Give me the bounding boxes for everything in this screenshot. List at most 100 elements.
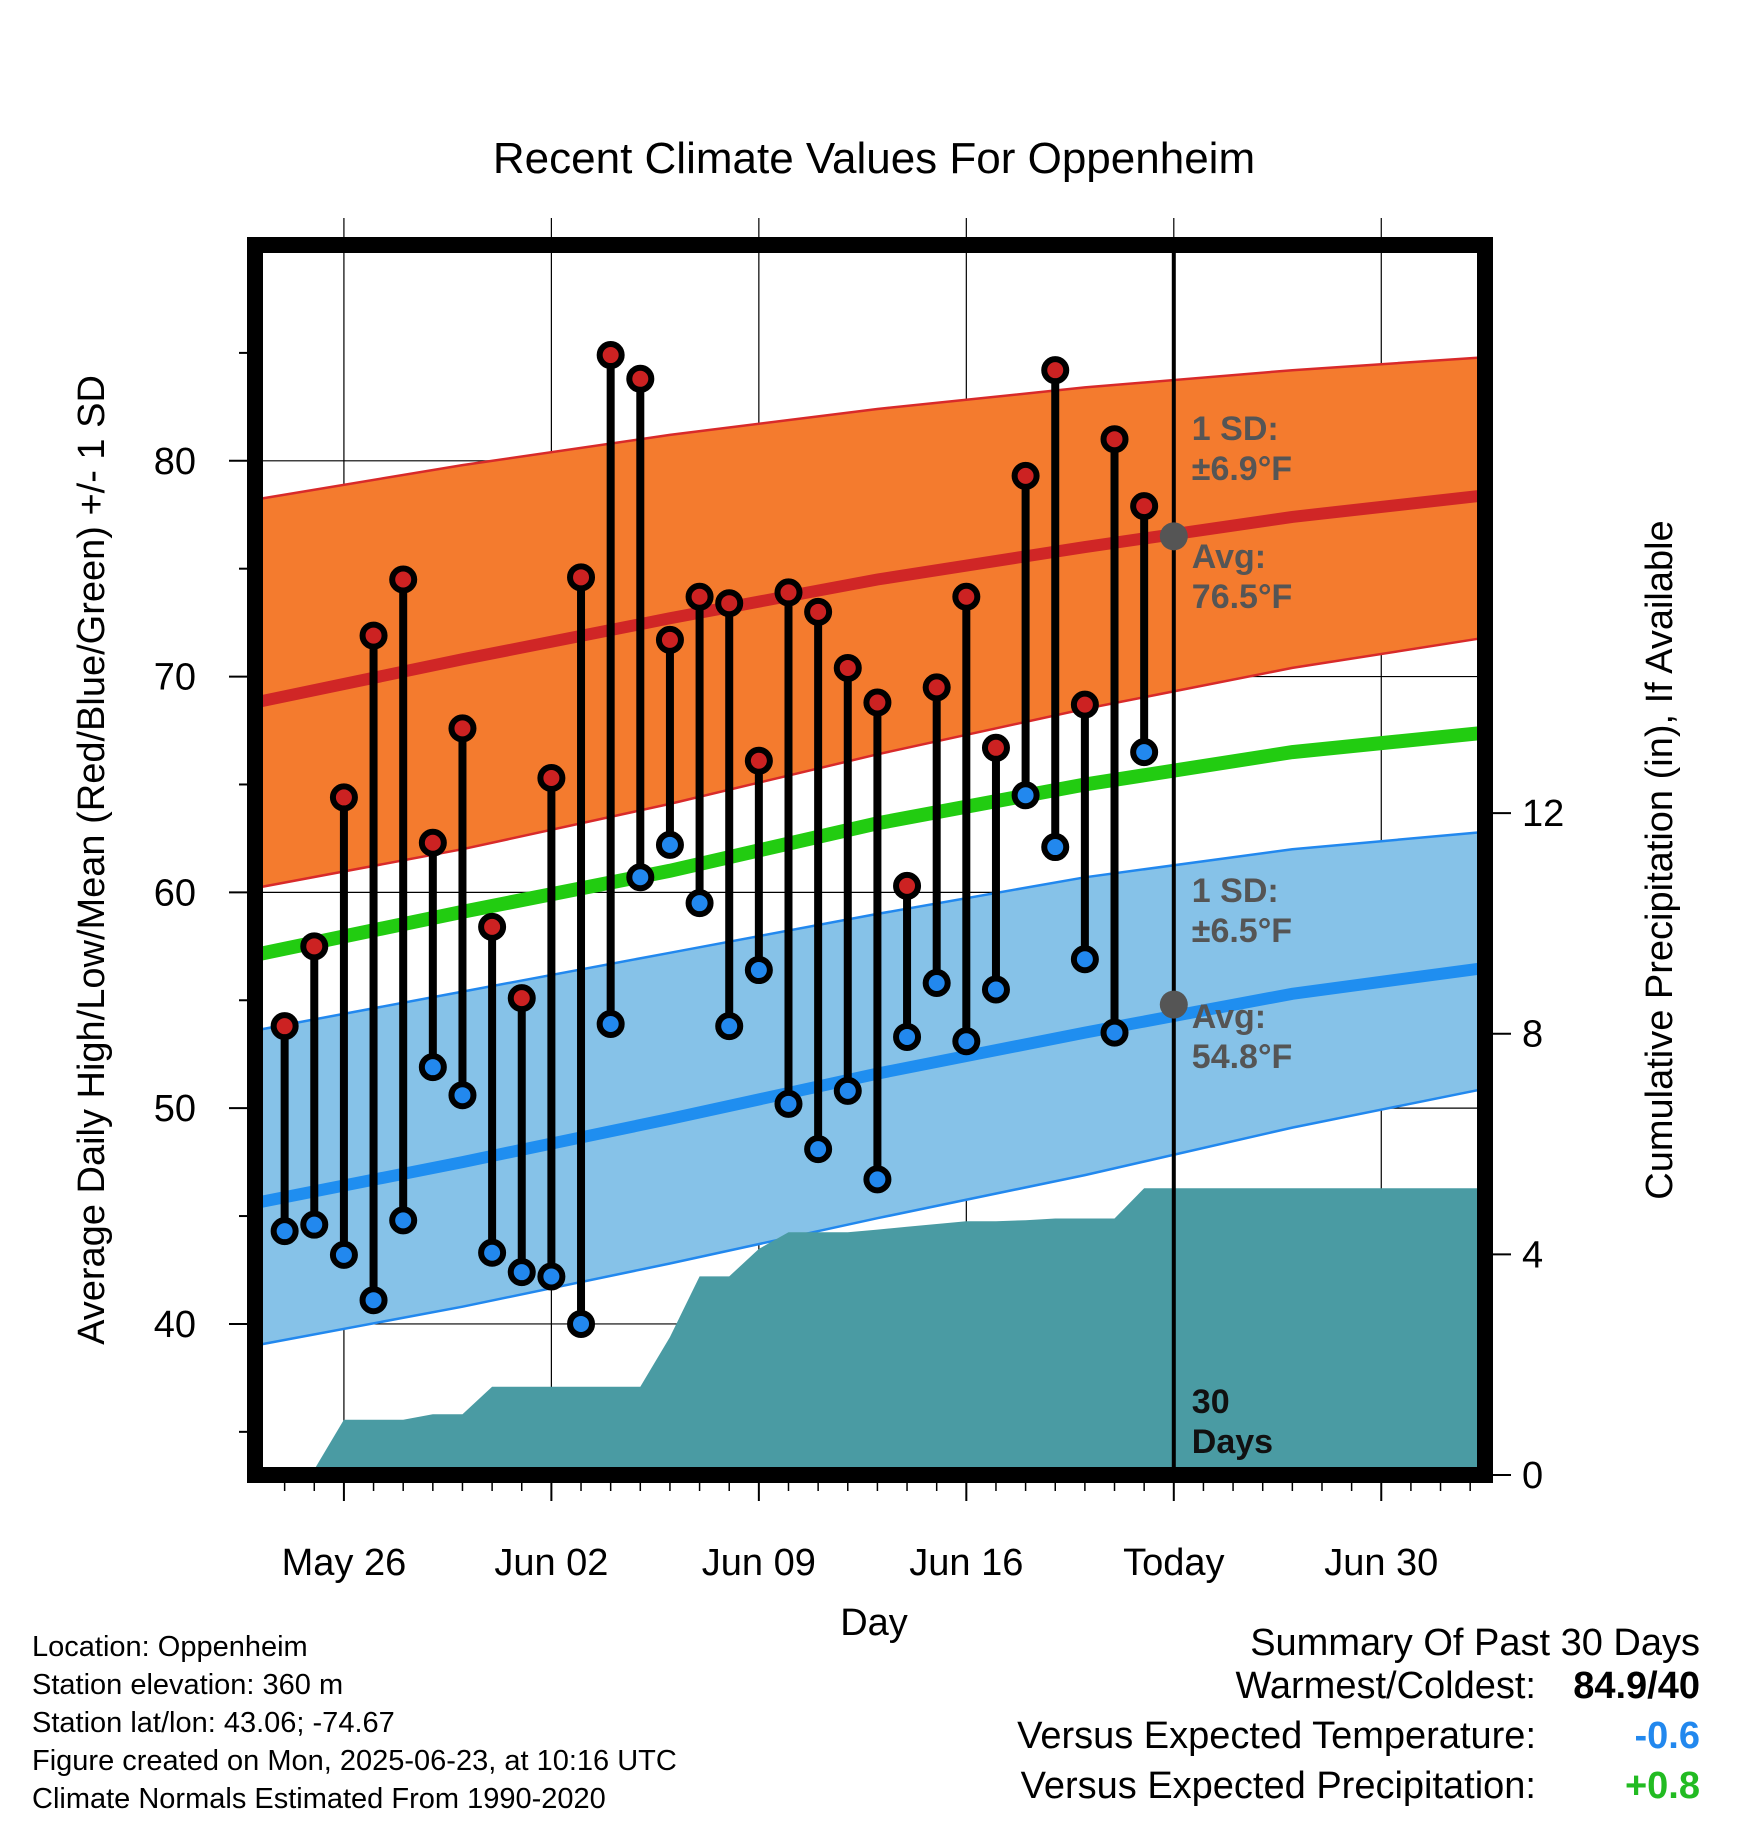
y-tick-label-4: 80	[154, 441, 196, 483]
high-point	[567, 563, 596, 592]
high-avg-annotation-line2: 76.5°F	[1192, 578, 1293, 616]
high-point	[507, 984, 536, 1013]
precipitation-area	[284, 1188, 1486, 1475]
x-tick-label-4: Today	[1123, 1542, 1224, 1584]
days-annotation-line2: Days	[1192, 1423, 1273, 1461]
high-point	[270, 1012, 299, 1041]
summary-precip-row: Versus Expected Precipitation: +0.8	[1017, 1765, 1700, 1815]
metadata-block: Location: Oppenheim Station elevation: 3…	[32, 1628, 677, 1818]
high-point	[1100, 425, 1129, 454]
high-point	[685, 582, 714, 611]
y-tick-label-0: 40	[154, 1304, 196, 1346]
today-high-avg-marker	[1159, 522, 1188, 551]
high-point	[922, 673, 951, 702]
high-point	[1041, 356, 1070, 385]
high-point	[833, 653, 862, 682]
low-point	[626, 863, 655, 892]
high-sd-band	[255, 357, 1485, 889]
y2-tick-label-3: 12	[1522, 793, 1564, 835]
high-point	[596, 341, 625, 370]
low-point	[300, 1210, 329, 1239]
low-point	[1011, 781, 1040, 810]
low-point	[952, 1027, 981, 1056]
high-point	[863, 688, 892, 717]
warmest-value: 84.9/40	[1573, 1665, 1700, 1707]
high-point	[478, 912, 507, 941]
low-point	[893, 1022, 922, 1051]
high-point	[744, 746, 773, 775]
low-point	[270, 1217, 299, 1246]
low-point	[774, 1089, 803, 1118]
low-point	[804, 1135, 833, 1164]
high-avg-annotation-line1: Avg:	[1192, 538, 1266, 576]
low-point	[329, 1240, 358, 1269]
low-point	[744, 956, 773, 985]
high-point	[1011, 461, 1040, 490]
high-point	[300, 932, 329, 961]
high-point	[418, 828, 447, 857]
low-point	[418, 1053, 447, 1082]
chart-title: Recent Climate Values For Oppenheim	[493, 134, 1255, 183]
x-tick-label-5: Jun 30	[1324, 1542, 1438, 1584]
x-tick-label-2: Jun 09	[702, 1542, 816, 1584]
x-axis-label: Day	[840, 1602, 908, 1644]
high-point	[774, 578, 803, 607]
temp-value: -0.6	[1634, 1715, 1700, 1757]
low-point	[1041, 833, 1070, 862]
low-point	[863, 1165, 892, 1194]
days-annotation-line1: 30	[1192, 1383, 1230, 1421]
high-point	[981, 733, 1010, 762]
y2-tick-label-0: 0	[1522, 1455, 1543, 1497]
x-tick-label-0: May 26	[282, 1542, 407, 1584]
low-point	[389, 1206, 418, 1235]
today-low-avg-marker	[1159, 990, 1188, 1019]
y-tick-label-2: 60	[154, 872, 196, 914]
low-point	[833, 1076, 862, 1105]
high-point	[626, 364, 655, 393]
low-sd-annotation-line2: ±6.5°F	[1192, 912, 1292, 950]
low-point	[922, 969, 951, 997]
low-avg-annotation-line2: 54.8°F	[1192, 1038, 1293, 1076]
temp-label: Versus Expected Temperature:	[1017, 1715, 1536, 1757]
low-point	[507, 1258, 536, 1287]
low-sd-annotation-line1: 1 SD:	[1192, 872, 1279, 910]
high-point	[655, 625, 684, 654]
summary-temp-row: Versus Expected Temperature: -0.6	[1017, 1715, 1700, 1765]
low-point	[981, 975, 1010, 1004]
latlon-text: Station lat/lon: 43.06; -74.67	[32, 1707, 395, 1739]
high-point	[1130, 492, 1159, 521]
y-tick-label-1: 50	[154, 1088, 196, 1130]
high-point	[448, 714, 477, 743]
low-point	[478, 1238, 507, 1267]
low-avg-annotation-line1: Avg:	[1192, 998, 1266, 1036]
low-point	[1070, 945, 1099, 974]
x-tick-label-1: Jun 02	[494, 1542, 608, 1584]
created-text: Figure created on Mon, 2025-06-23, at 10…	[32, 1745, 677, 1777]
normals-text: Climate Normals Estimated From 1990-2020	[32, 1783, 606, 1815]
location-text: Location: Oppenheim	[32, 1631, 308, 1663]
x-tick-label-3: Jun 16	[909, 1542, 1023, 1584]
high-point	[359, 621, 388, 650]
high-point	[1070, 690, 1099, 719]
summary-warmest-row: Warmest/Coldest: 84.9/40	[1017, 1665, 1700, 1715]
low-point	[537, 1262, 566, 1291]
summary-title: Summary Of Past 30 Days	[1250, 1622, 1700, 1664]
y-axis-label: Average Daily High/Low/Mean (Red/Blue/Gr…	[71, 375, 113, 1345]
high-sd-upper-line	[254, 355, 1486, 501]
warmest-label: Warmest/Coldest:	[1235, 1665, 1536, 1707]
high-point	[329, 783, 358, 812]
high-point	[804, 597, 833, 626]
low-sd-lower-line	[254, 1087, 1486, 1347]
low-point	[1100, 1018, 1129, 1047]
low-point	[715, 1012, 744, 1041]
high-avg-line	[253, 489, 1486, 709]
precip-label: Versus Expected Precipitation:	[1020, 1765, 1536, 1807]
y2-tick-label-2: 8	[1522, 1014, 1543, 1056]
low-point	[596, 1010, 625, 1038]
low-point	[655, 830, 684, 859]
high-point	[893, 871, 922, 900]
low-point	[685, 889, 714, 918]
low-point	[448, 1081, 477, 1110]
